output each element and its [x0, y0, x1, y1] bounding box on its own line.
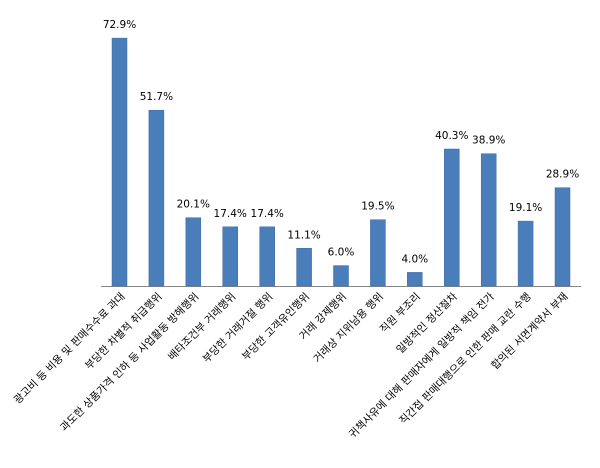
value-label-4: 17.4%	[214, 208, 247, 220]
category-label-4: 배타조건부 거래행위	[165, 290, 238, 363]
value-label-12: 19.1%	[509, 202, 542, 214]
bar-2	[148, 109, 165, 287]
value-labels-group: 72.9%51.7%20.1%17.4% 17.4%11.1%6.0%19.5%4…	[103, 19, 579, 265]
value-label-2: 51.7%	[140, 91, 173, 103]
bar-7	[333, 265, 349, 287]
bar-4	[222, 226, 238, 287]
value-label-3: 20.1%	[177, 199, 210, 211]
value-label-6: 11.1%	[287, 229, 320, 241]
bar-9	[407, 272, 423, 287]
category-label-12: 직간접 판매대행으로 인한 판매 교란 수행	[397, 291, 533, 427]
bars-group	[111, 37, 571, 287]
category-label-10: 일방적인 정산절차	[394, 290, 460, 356]
category-label-8: 거래상 지위남용 행위	[311, 290, 386, 365]
bar-8	[370, 219, 386, 287]
value-label-1: 72.9%	[103, 19, 136, 31]
category-label-6: 부당한 고객유인행위	[239, 290, 312, 363]
value-label-9: 4.0%	[401, 253, 428, 265]
category-label-5: 부당한 거래거절 행위	[200, 290, 275, 365]
bar-5	[259, 226, 275, 287]
value-label-8: 19.5%	[361, 201, 394, 213]
bar-10	[444, 148, 460, 287]
bar-1	[111, 37, 128, 287]
bar-13	[554, 187, 571, 287]
bar-3	[185, 217, 202, 287]
bar-11	[480, 153, 497, 287]
category-label-3: 과도한 상품가격 인하 등 사업활동 방해행위	[57, 290, 201, 434]
value-label-11: 38.9%	[472, 135, 505, 147]
value-label-7: 6.0%	[328, 247, 355, 259]
bar-12	[517, 220, 534, 287]
value-label-5: 17.4%	[251, 208, 284, 220]
bar-6	[296, 248, 312, 287]
value-label-10: 40.3%	[435, 130, 468, 142]
value-label-13: 28.9%	[546, 169, 579, 181]
